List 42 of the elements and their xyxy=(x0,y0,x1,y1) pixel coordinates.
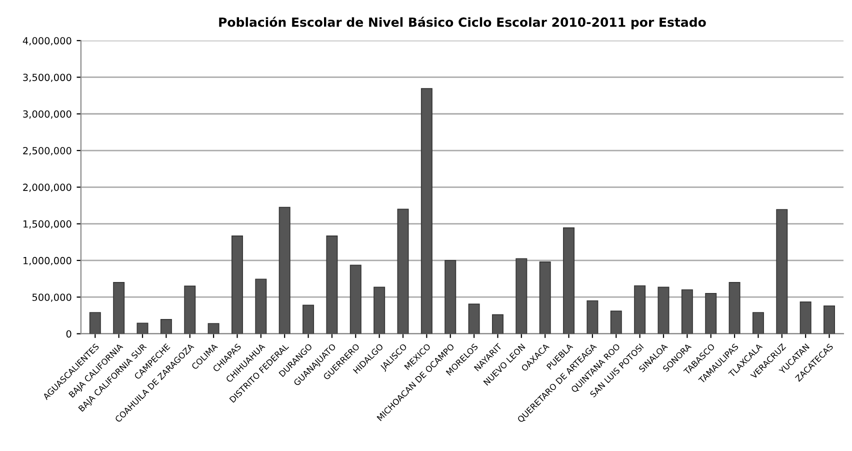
bar xyxy=(563,227,575,334)
y-tick-label: 1,500,000 xyxy=(24,220,72,229)
bar xyxy=(350,264,362,334)
bar xyxy=(824,305,836,334)
bar xyxy=(160,319,172,334)
bar xyxy=(634,285,646,334)
bar xyxy=(302,304,314,334)
bar xyxy=(374,286,386,334)
y-tick-label: 2,000,000 xyxy=(23,184,72,192)
bar xyxy=(184,286,196,334)
bar xyxy=(728,282,740,334)
bar xyxy=(208,323,220,334)
bar xyxy=(326,235,338,334)
bar xyxy=(136,322,148,334)
bar xyxy=(397,208,409,334)
bar xyxy=(516,258,528,334)
y-tick-label: 3,500,000 xyxy=(23,74,72,82)
chart-title: Población Escolar de Nivel Básico Ciclo Escolar 2010-2011 por Estado xyxy=(219,16,706,30)
bar xyxy=(610,310,622,334)
bar xyxy=(231,235,243,334)
bar xyxy=(586,300,598,334)
bar xyxy=(420,88,432,334)
bar xyxy=(681,289,693,334)
bar xyxy=(278,206,290,334)
bar xyxy=(539,262,551,334)
bar xyxy=(255,278,267,334)
bar xyxy=(776,209,788,334)
y-tick-label: 3,000,000 xyxy=(23,110,72,119)
bar xyxy=(89,312,101,334)
bar xyxy=(492,314,504,334)
bar xyxy=(113,282,125,334)
bar xyxy=(444,260,456,334)
y-tick-label: 4,000,000 xyxy=(22,37,72,46)
y-tick-label: 1,000,000 xyxy=(24,256,72,266)
bar xyxy=(658,286,670,334)
bar xyxy=(752,312,764,334)
bar xyxy=(468,304,480,334)
y-tick-label: 0 xyxy=(66,330,72,338)
y-tick-label: 2,500,000 xyxy=(23,147,72,156)
y-tick-label: 500,000 xyxy=(32,294,72,302)
bar xyxy=(800,301,812,334)
bar xyxy=(705,293,717,334)
